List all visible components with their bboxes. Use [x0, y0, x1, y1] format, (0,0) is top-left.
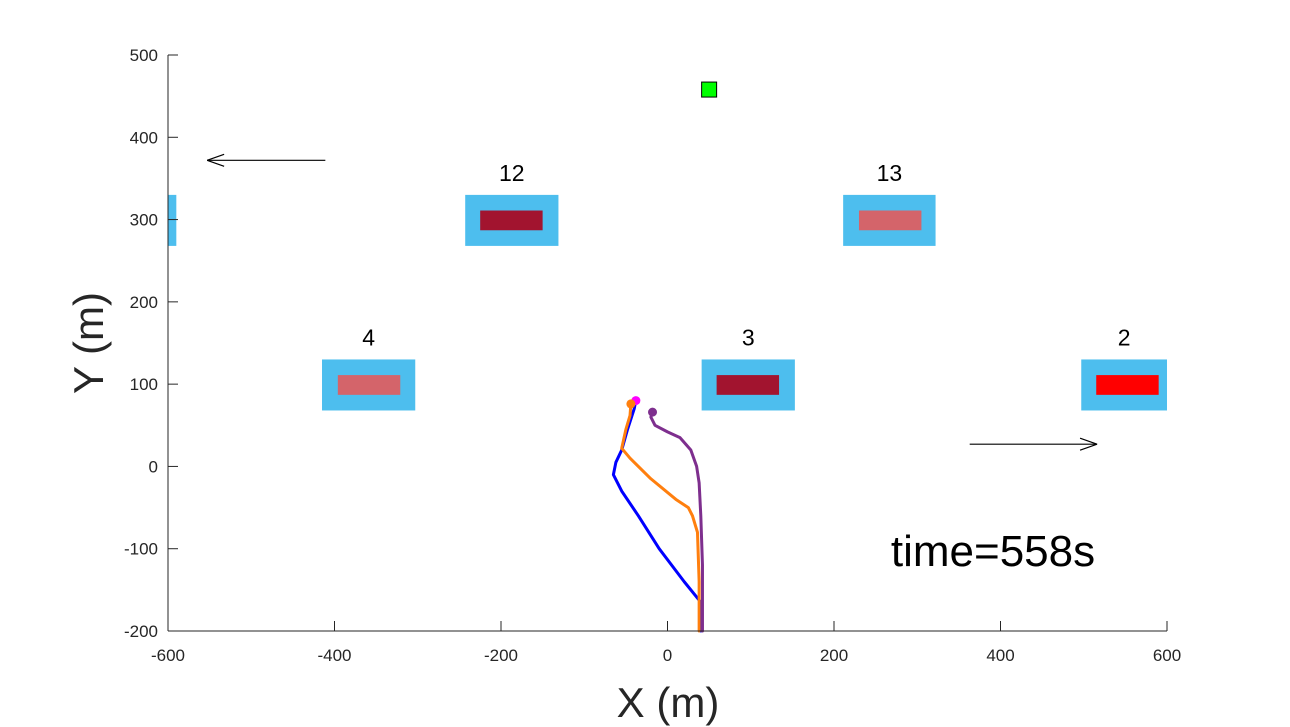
trajectories [611, 396, 704, 633]
x-tick-label: 600 [1153, 646, 1181, 665]
trajectory-end-marker [626, 399, 636, 409]
time-annotation: time=558s [891, 527, 1095, 576]
x-tick-label: 0 [663, 646, 672, 665]
block-label: 12 [499, 160, 525, 186]
y-tick-label: 100 [130, 375, 158, 394]
block-3: 3 [701, 324, 795, 411]
vehicle-rect [858, 210, 922, 231]
arrow-head [206, 153, 225, 167]
lane-rect [168, 194, 177, 246]
vehicle-rect [1096, 375, 1159, 395]
y-tick-label: 400 [130, 128, 158, 147]
block-2: 2 [1081, 324, 1167, 411]
y-tick-label: -200 [124, 622, 158, 641]
y-tick-label: 300 [130, 211, 158, 230]
block-edge [168, 194, 177, 246]
trajectory-end-marker [648, 407, 658, 417]
block-label: 3 [742, 324, 755, 350]
block-4: 4 [322, 324, 416, 411]
x-tick-label: 200 [820, 646, 848, 665]
lane-blocks: 12 13 4 3 2 [168, 81, 1167, 411]
x-axis-label: X (m) [617, 679, 720, 726]
axes: -600 -400 -200 0 200 400 600 -200 -100 0 100 200 300… [124, 46, 1181, 665]
block-12: 12 [465, 160, 559, 246]
trajectory-2 [620, 402, 701, 633]
vehicle-rect [480, 210, 543, 231]
x-tick-label: 400 [986, 646, 1014, 665]
y-axis-label: Y (m) [65, 292, 112, 394]
vehicle-rect [337, 375, 401, 395]
arrow-left [206, 153, 326, 167]
block-label: 13 [877, 160, 903, 186]
target-marker [701, 81, 718, 98]
block-label: 4 [362, 324, 375, 350]
direction-arrows [206, 153, 1098, 451]
trajectory-3 [649, 410, 704, 633]
y-tick-label: -100 [124, 540, 158, 559]
x-tick-label: -400 [317, 646, 351, 665]
y-tick-label: 0 [149, 457, 158, 476]
arrow-right [969, 437, 1098, 451]
trajectory-1 [611, 399, 703, 633]
x-tick-label: -600 [151, 646, 185, 665]
block-13: 13 [843, 160, 936, 246]
vehicle-rect [716, 375, 780, 395]
arrow-head [1079, 437, 1098, 451]
y-tick-label: 200 [130, 293, 158, 312]
block-label: 2 [1118, 324, 1131, 350]
x-tick-label: -200 [484, 646, 518, 665]
y-tick-label: 500 [130, 46, 158, 65]
